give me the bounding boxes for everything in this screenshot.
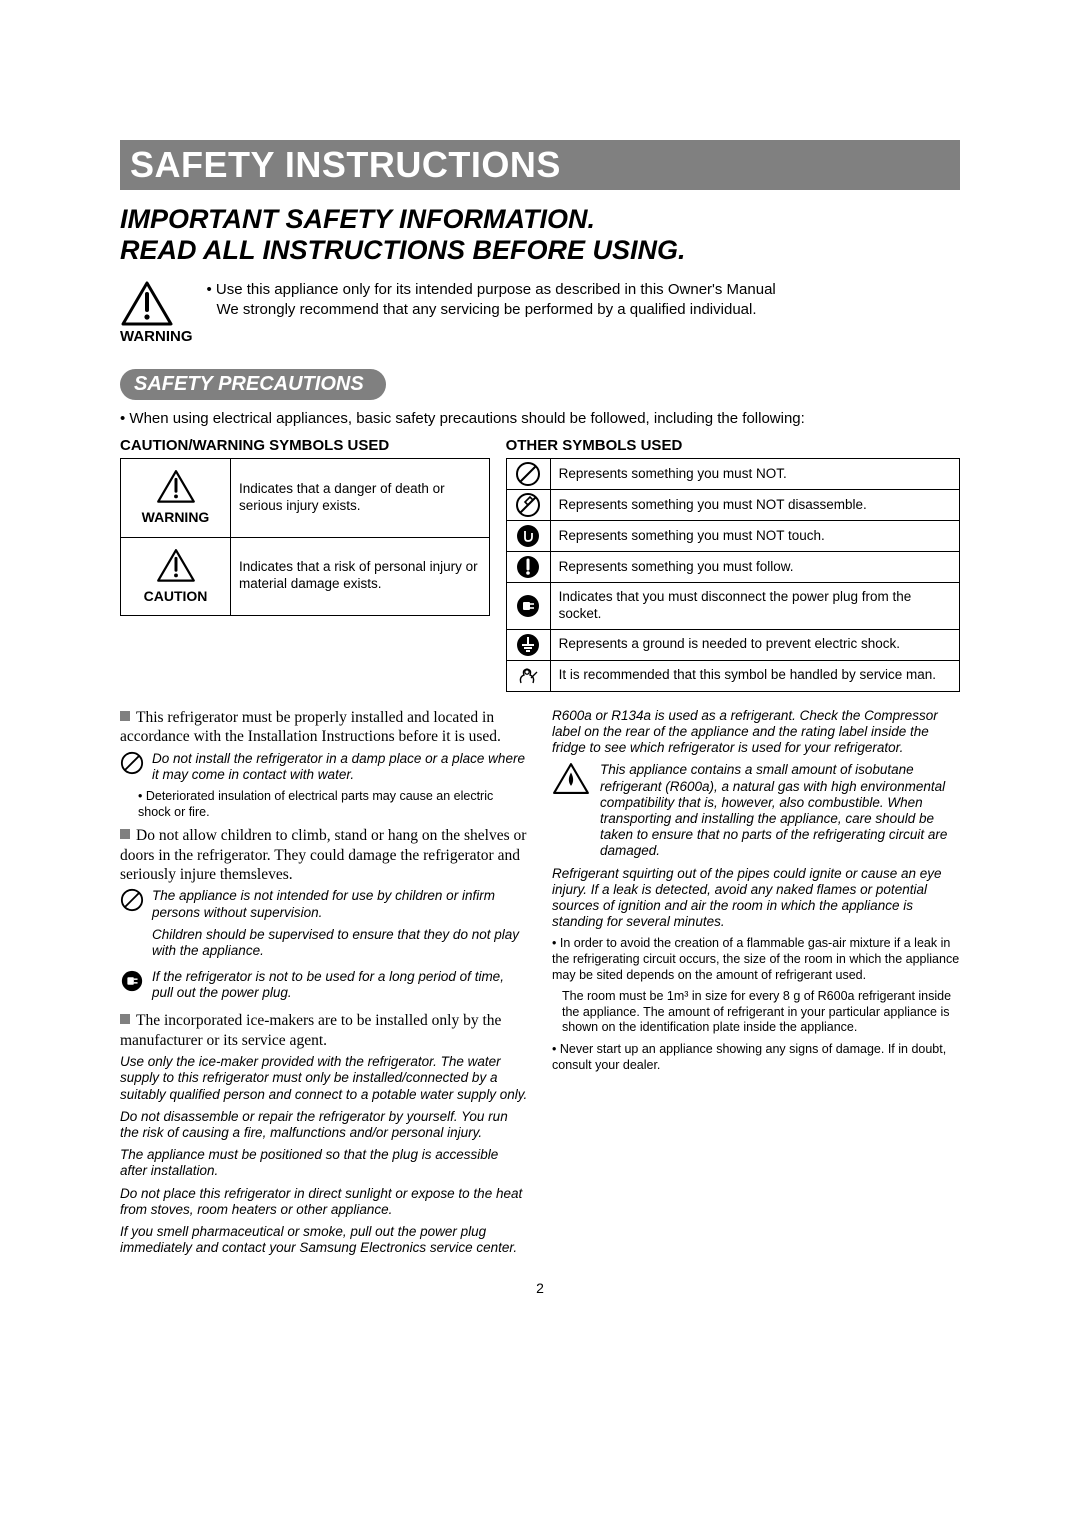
- section-pill: SAFETY PRECAUTIONS: [120, 369, 386, 400]
- no-touch-text: Represents something you must NOT touch.: [550, 521, 959, 552]
- right-fire-i: This appliance contains a small amount o…: [600, 762, 960, 859]
- left-p2: Do not allow children to climb, stand or…: [120, 826, 528, 884]
- left-p3-i5: If you smell pharmaceutical or smoke, pu…: [120, 1224, 528, 1256]
- left-p1-text: This refrigerator must be properly insta…: [120, 709, 501, 745]
- left-p3: The incorporated ice-makers are to be in…: [120, 1011, 528, 1050]
- plug-icon: [120, 969, 144, 993]
- top-warning-icon-block: WARNING: [120, 280, 193, 345]
- must-follow-text: Represents something you must follow.: [550, 552, 959, 583]
- must-not-text: Represents something you must NOT.: [550, 459, 959, 490]
- left-p3-text: The incorporated ice-makers are to be in…: [120, 1012, 501, 1048]
- caution-cell-label: CAUTION: [127, 588, 224, 606]
- no-disassemble-text: Represents something you must NOT disass…: [550, 490, 959, 521]
- left-p3-i3: The appliance must be positioned so that…: [120, 1147, 528, 1179]
- top-warning-text: • Use this appliance only for its intend…: [207, 280, 776, 321]
- warning-cell-icon: WARNING: [121, 459, 231, 538]
- page-banner: SAFETY INSTRUCTIONS: [120, 140, 960, 190]
- sq-bullet-icon: [120, 711, 130, 721]
- left-p1-italic: Do not install the refrigerator in a dam…: [152, 751, 528, 783]
- left-p2-i3: If the refrigerator is not to be used fo…: [152, 969, 528, 1001]
- fire-triangle-icon: [552, 762, 590, 797]
- left-symbol-table: WARNING Indicates that a danger of death…: [120, 458, 490, 616]
- right-b2: • Never start up an appliance showing an…: [552, 1042, 960, 1073]
- service-text: It is recommended that this symbol be ha…: [550, 660, 959, 691]
- right-leak-i: Refrigerant squirting out of the pipes c…: [552, 866, 960, 931]
- ground-text: Represents a ground is needed to prevent…: [550, 629, 959, 660]
- right-symbol-table: Represents something you must NOT. Repre…: [506, 458, 960, 692]
- right-table-head: OTHER SYMBOLS USED: [506, 437, 960, 454]
- page-number: 2: [120, 1280, 960, 1296]
- left-p1-sub: • Deteriorated insulation of electrical …: [138, 789, 528, 820]
- prohibit-icon: [120, 888, 144, 912]
- left-p2-i2: Children should be supervised to ensure …: [152, 927, 528, 959]
- left-p3-i2: Do not disassemble or repair the refrige…: [120, 1109, 528, 1141]
- top-warning-bullet-2: We strongly recommend that any servicing…: [207, 300, 776, 320]
- subtitle-line-2: READ ALL INSTRUCTIONS BEFORE USING.: [120, 235, 960, 266]
- top-warning-label: WARNING: [120, 328, 193, 345]
- left-p1: This refrigerator must be properly insta…: [120, 708, 528, 747]
- left-p2-i1: The appliance is not intended for use by…: [152, 888, 528, 920]
- caution-cell-text: Indicates that a risk of personal injury…: [231, 537, 490, 616]
- warning-cell-text: Indicates that a danger of death or seri…: [231, 459, 490, 538]
- service-icon: [506, 660, 550, 691]
- body-right-col: R600a or R134a is used as a refrigerant.…: [552, 708, 960, 1262]
- right-b1-sub: The room must be 1m³ in size for every 8…: [562, 989, 960, 1036]
- caution-cell-icon: CAUTION: [121, 537, 231, 616]
- prohibit-icon: [120, 751, 144, 775]
- right-symbol-col: OTHER SYMBOLS USED Represents something …: [506, 437, 960, 692]
- top-warning-row: WARNING • Use this appliance only for it…: [120, 280, 960, 345]
- left-p2-text: Do not allow children to climb, stand or…: [120, 827, 526, 883]
- must-follow-icon: [506, 552, 550, 583]
- warning-triangle-icon: [120, 280, 174, 326]
- no-disassemble-icon: [506, 490, 550, 521]
- body-left-col: This refrigerator must be properly insta…: [120, 708, 528, 1262]
- top-warning-bullet-1: • Use this appliance only for its intend…: [207, 280, 776, 300]
- warning-cell-label: WARNING: [127, 509, 224, 527]
- no-touch-icon: [506, 521, 550, 552]
- left-p3-i4: Do not place this refrigerator in direct…: [120, 1186, 528, 1218]
- subtitle-line-1: IMPORTANT SAFETY INFORMATION.: [120, 204, 960, 235]
- intro-text: • When using electrical appliances, basi…: [120, 410, 960, 427]
- unplug-text: Indicates that you must disconnect the p…: [550, 583, 959, 630]
- ground-icon: [506, 629, 550, 660]
- body-columns: This refrigerator must be properly insta…: [120, 708, 960, 1262]
- subtitle: IMPORTANT SAFETY INFORMATION. READ ALL I…: [120, 204, 960, 266]
- fire-warning-row: This appliance contains a small amount o…: [552, 762, 960, 859]
- must-not-icon: [506, 459, 550, 490]
- left-symbol-col: CAUTION/WARNING SYMBOLS USED WARNING Ind…: [120, 437, 490, 616]
- symbol-tables-row: CAUTION/WARNING SYMBOLS USED WARNING Ind…: [120, 437, 960, 692]
- left-table-head: CAUTION/WARNING SYMBOLS USED: [120, 437, 490, 454]
- unplug-icon: [506, 583, 550, 630]
- right-top-i: R600a or R134a is used as a refrigerant.…: [552, 708, 960, 757]
- sq-bullet-icon: [120, 1014, 130, 1024]
- sq-bullet-icon: [120, 829, 130, 839]
- left-p3-i1: Use only the ice-maker provided with the…: [120, 1054, 528, 1103]
- right-b1: • In order to avoid the creation of a fl…: [552, 936, 960, 983]
